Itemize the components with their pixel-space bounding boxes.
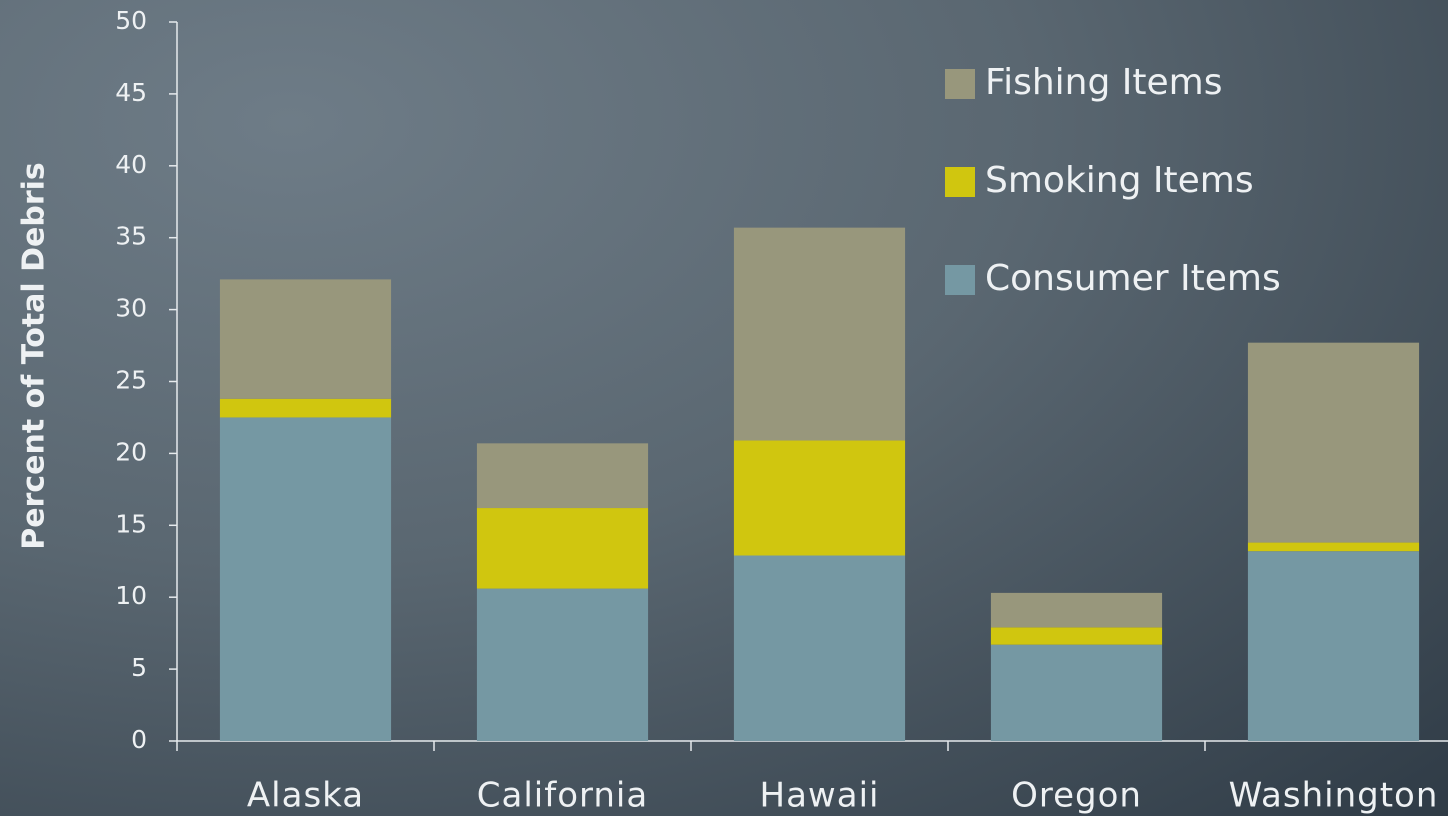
bar-segment xyxy=(476,443,649,509)
y-tick-label: 5 xyxy=(131,653,147,682)
bar-segment xyxy=(733,555,906,741)
y-tick-label: 50 xyxy=(115,6,147,35)
bar-segment xyxy=(1247,551,1420,741)
bar-segment xyxy=(476,508,649,589)
bar-segment xyxy=(990,627,1163,645)
y-tick-label: 0 xyxy=(131,725,147,754)
y-axis-label: Percent of Total Debris xyxy=(17,162,52,550)
x-tick-label: Oregon xyxy=(1011,776,1142,816)
legend-label: Smoking Items xyxy=(985,160,1254,201)
x-tick-label: Washington xyxy=(1229,776,1439,816)
bar-segment xyxy=(990,592,1163,628)
y-tick-label: 40 xyxy=(115,150,147,179)
bar-segment xyxy=(219,417,392,741)
y-tick-label: 10 xyxy=(115,581,147,610)
bar-segment xyxy=(219,279,392,399)
x-tick-label: Hawaii xyxy=(760,776,880,816)
legend-swatch xyxy=(945,265,975,295)
bar-segment xyxy=(733,440,906,556)
y-tick-label: 20 xyxy=(115,437,147,466)
x-tick-label: California xyxy=(477,776,648,816)
y-tick-label: 45 xyxy=(115,78,147,107)
legend-label: Fishing Items xyxy=(985,62,1222,103)
y-tick-label: 35 xyxy=(115,222,147,251)
bar-segment xyxy=(1247,542,1420,552)
legend-swatch xyxy=(945,167,975,197)
y-tick-label: 30 xyxy=(115,294,147,323)
bar-segment xyxy=(476,588,649,741)
legend-label: Consumer Items xyxy=(985,258,1281,299)
bar-segment xyxy=(1247,342,1420,543)
bar-segment xyxy=(219,398,392,418)
legend-swatch xyxy=(945,69,975,99)
y-tick-label: 15 xyxy=(115,509,147,538)
bar-segment xyxy=(733,227,906,441)
bar-segment xyxy=(990,644,1163,741)
y-tick-label: 25 xyxy=(115,366,147,395)
x-tick-label: Alaska xyxy=(247,776,364,816)
